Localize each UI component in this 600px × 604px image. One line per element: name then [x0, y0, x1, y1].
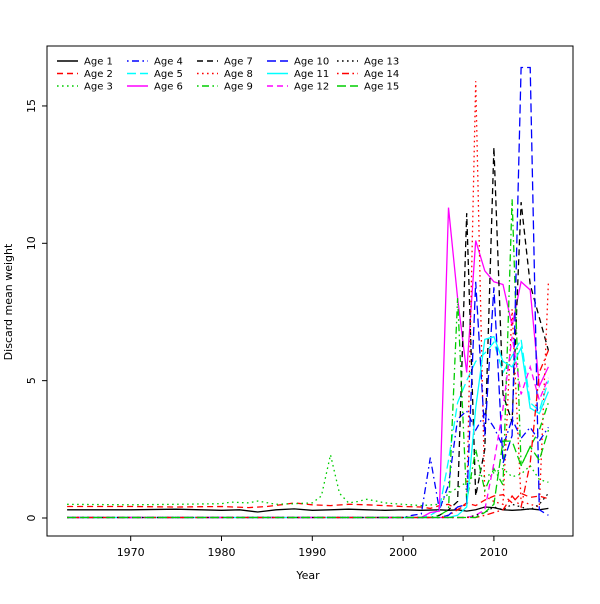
- series-age-13-line: [67, 492, 549, 519]
- series-age-8-line: [67, 81, 550, 519]
- legend-label-age-1: Age 1: [84, 57, 113, 68]
- legend-label-age-10: Age 10: [294, 57, 329, 68]
- series-age-1-line: [67, 506, 549, 513]
- legend-label-age-8: Age 8: [224, 69, 253, 80]
- y-axis-label: Discard mean weight: [2, 243, 15, 360]
- x-tick-label-1980: 1980: [208, 546, 236, 559]
- legend-label-age-7: Age 7: [224, 57, 253, 68]
- plot-box: [46, 45, 574, 537]
- series-age-3-line: [67, 454, 549, 507]
- legend-label-age-12: Age 12: [294, 82, 329, 93]
- legend-label-age-14: Age 14: [364, 69, 399, 80]
- series-age-11-line: [67, 335, 550, 519]
- x-tick-label-2010: 2010: [480, 546, 508, 559]
- legend-label-age-2: Age 2: [84, 69, 113, 80]
- legend-label-age-4: Age 4: [154, 57, 183, 68]
- y-tick-label-10: 10: [25, 236, 38, 250]
- x-tick-label-1990: 1990: [298, 546, 326, 559]
- series-age-6-line: [67, 207, 549, 519]
- y-tick-label-15: 15: [25, 99, 38, 113]
- legend-label-age-11: Age 11: [294, 69, 329, 80]
- series-age-10-line: [67, 66, 549, 519]
- legend-label-age-5: Age 5: [154, 69, 183, 80]
- series-age-7-line: [67, 147, 550, 519]
- y-tick-label-0: 0: [25, 515, 38, 522]
- x-tick-label-2000: 2000: [389, 546, 417, 559]
- legend-label-age-6: Age 6: [154, 82, 183, 93]
- series-age-5-line: [67, 337, 550, 519]
- x-axis-label: Year: [295, 569, 320, 582]
- x-tick-label-1970: 1970: [117, 546, 145, 559]
- legend-label-age-15: Age 15: [364, 82, 399, 93]
- legend-label-age-3: Age 3: [84, 82, 113, 93]
- series-age-9-line: [67, 199, 550, 519]
- series-age-4-line: [67, 409, 549, 519]
- series-age-2-line: [67, 492, 549, 511]
- legend-label-age-13: Age 13: [364, 57, 399, 68]
- series-age-15-line: [67, 429, 550, 519]
- y-tick-label-5: 5: [25, 377, 38, 384]
- legend-label-age-9: Age 9: [224, 82, 253, 93]
